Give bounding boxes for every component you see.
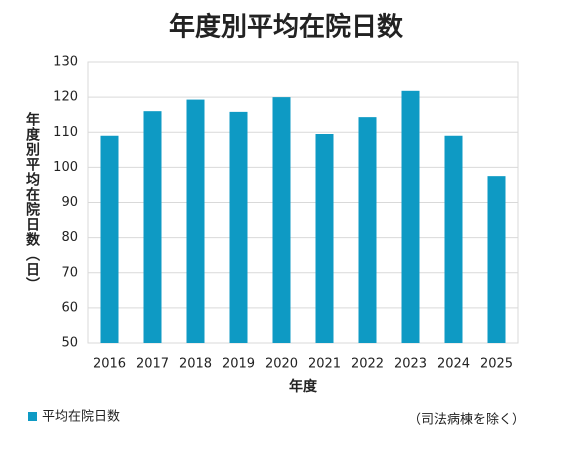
y-axis-label: 年度別平均在院日数（日）	[24, 111, 41, 292]
x-tick-label: 2023	[394, 357, 427, 372]
bar	[444, 135, 463, 343]
y-tick-label: 80	[61, 230, 78, 245]
bar	[401, 90, 420, 344]
x-tick-label: 2019	[222, 357, 255, 372]
y-tick-label: 110	[53, 125, 78, 140]
bar	[229, 111, 248, 343]
y-tick-label: 100	[53, 160, 78, 175]
bar	[272, 97, 291, 343]
legend-label: 平均在院日数	[42, 410, 120, 425]
y-tick-label: 50	[61, 336, 78, 351]
y-tick-label: 70	[61, 265, 78, 280]
y-tick-label: 130	[53, 55, 78, 70]
legend-marker	[28, 412, 37, 421]
x-tick-label: 2018	[179, 357, 212, 372]
x-tick-label: 2024	[437, 357, 470, 372]
x-tick-label: 2022	[351, 357, 384, 372]
chart-title: 年度別平均在院日数	[169, 12, 404, 43]
bar	[358, 117, 377, 344]
note: （司法病棟を除く）	[408, 413, 525, 428]
y-tick-label: 90	[61, 195, 78, 210]
bar	[315, 134, 334, 343]
x-tick-label: 2020	[265, 357, 298, 372]
x-tick-label: 2021	[308, 357, 341, 372]
bar	[487, 176, 506, 343]
y-tick-label: 120	[53, 90, 78, 105]
bar	[100, 135, 119, 343]
x-axis-label: 年度	[289, 378, 318, 395]
x-tick-label: 2017	[136, 357, 169, 372]
x-tick-label: 2016	[93, 357, 126, 372]
bar	[143, 111, 162, 343]
bar	[186, 99, 205, 344]
x-tick-label: 2025	[480, 357, 513, 372]
y-tick-label: 60	[61, 300, 78, 315]
